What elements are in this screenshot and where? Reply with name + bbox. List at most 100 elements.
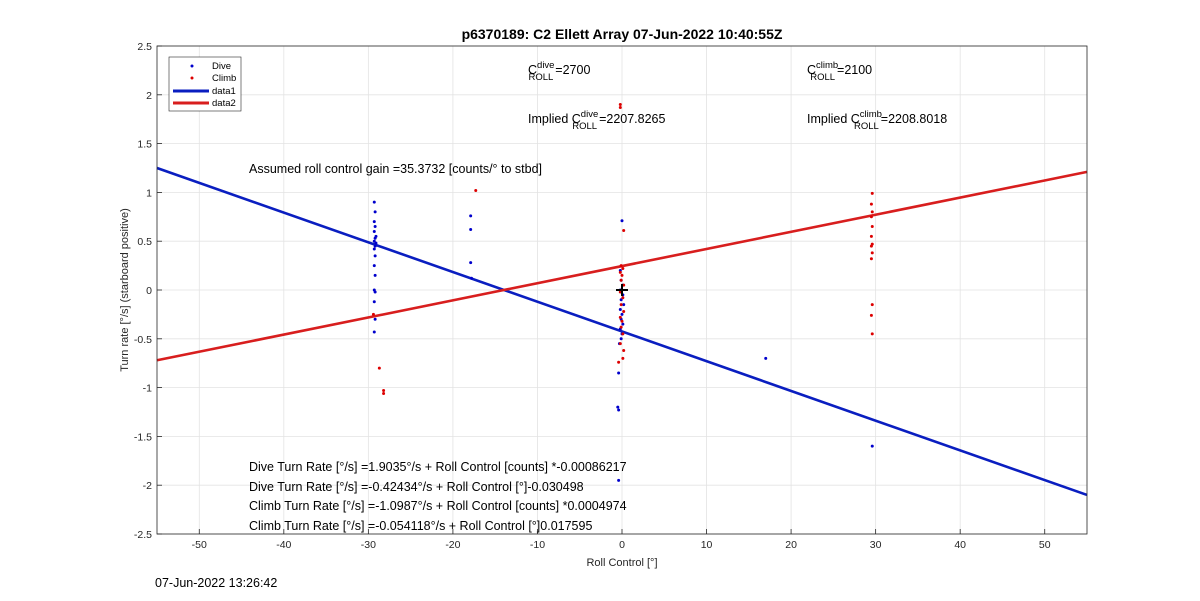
point-climb [621, 356, 625, 360]
legend-marker-dive [190, 64, 194, 68]
point-dive [617, 478, 621, 482]
x-tick-label: -30 [361, 539, 376, 551]
point-climb [621, 332, 625, 336]
point-climb [621, 267, 625, 271]
implied-climb-annotation: Implied Cclimb ROLL=2208.8018 [807, 109, 947, 132]
fit-equation-2: Dive Turn Rate [°/s] =-0.42434°/s + Roll… [249, 480, 584, 494]
point-dive [374, 241, 378, 245]
point-dive [469, 214, 473, 218]
point-climb [622, 309, 626, 313]
data-points [371, 103, 874, 482]
point-dive [373, 244, 377, 248]
implied-dive-annotation: Implied Cdive ROLL=2207.8265 [528, 109, 665, 132]
point-dive [618, 308, 622, 312]
x-tick-label: -40 [276, 539, 291, 551]
legend-label-data1: data1 [212, 86, 236, 97]
point-climb [869, 313, 873, 317]
assumed-gain-annotation: Assumed roll control gain =35.3732 [coun… [249, 162, 542, 176]
legend-label-data2: data2 [212, 98, 236, 109]
point-climb [620, 319, 624, 323]
y-tick-label: 2 [146, 90, 152, 102]
point-dive [372, 200, 376, 204]
c-dive-value: =2700 [555, 63, 590, 77]
point-climb [377, 366, 381, 370]
y-tick-label: 0.5 [137, 236, 152, 248]
plus-marker [616, 284, 628, 296]
legend-marker-climb [190, 76, 194, 80]
point-climb [622, 228, 626, 232]
implied-climb-prefix: Implied C [807, 112, 860, 126]
c-dive-sup: dive [537, 60, 554, 71]
implied-climb-value: =2208.8018 [881, 112, 947, 126]
c-dive-prefix: C [528, 63, 537, 77]
y-tick-label: 1.5 [137, 139, 152, 151]
point-climb [622, 349, 626, 353]
point-dive [622, 303, 626, 307]
point-climb [382, 389, 386, 393]
point-climb [617, 360, 621, 364]
x-tick-label: 50 [1039, 539, 1051, 551]
x-tick-label: 20 [785, 539, 797, 551]
implied-dive-prefix: Implied C [528, 112, 581, 126]
point-climb [870, 303, 874, 307]
point-climb [618, 342, 622, 346]
implied-climb-sup: climb [860, 109, 882, 120]
y-axis-label: Turn rate [°/s] (starboard positive) [119, 208, 131, 372]
point-climb [371, 312, 375, 316]
point-climb [619, 303, 623, 307]
x-tick-label: -10 [530, 539, 545, 551]
x-axis-label: Roll Control [°] [586, 557, 657, 569]
point-climb [621, 296, 625, 300]
x-tick-label: 0 [619, 539, 625, 551]
point-climb [619, 325, 623, 329]
point-dive [620, 219, 624, 223]
point-dive [870, 444, 874, 448]
point-dive [372, 264, 376, 268]
fit-equation-3: Climb Turn Rate [°/s] =-1.0987°/s + Roll… [249, 499, 627, 513]
y-tick-label: 2.5 [137, 41, 152, 53]
legend-label-dive: Dive [212, 61, 231, 72]
y-tick-label: -2.5 [134, 529, 152, 541]
point-dive [373, 317, 377, 321]
point-dive [470, 276, 474, 280]
point-climb [618, 270, 622, 274]
y-tick-label: -1.5 [134, 431, 152, 443]
c-dive-annotation: Cdive ROLL=2700 [528, 60, 590, 83]
point-climb [870, 191, 874, 195]
x-tick-label: -50 [192, 539, 207, 551]
point-dive [372, 239, 376, 243]
legend: Dive Climb data1 data2 [168, 56, 242, 112]
point-climb [619, 264, 623, 268]
point-climb [869, 244, 873, 248]
c-climb-prefix: C [807, 63, 816, 77]
x-tick-label: -20 [445, 539, 460, 551]
point-climb [474, 188, 478, 192]
point-climb [869, 257, 873, 261]
fit-equation-4: Climb Turn Rate [°/s] =-0.054118°/s + Ro… [249, 519, 592, 533]
y-tick-label: -1 [143, 383, 152, 395]
point-dive [372, 300, 376, 304]
point-climb [382, 391, 386, 395]
point-dive [372, 220, 376, 224]
point-climb [870, 332, 874, 336]
point-dive [373, 273, 377, 277]
point-dive [617, 371, 621, 375]
point-climb [619, 278, 623, 282]
fit-line-data1 [156, 166, 1088, 497]
point-dive [469, 261, 473, 265]
implied-climb-sub: ROLL [854, 121, 879, 132]
point-dive [620, 312, 624, 316]
point-dive [616, 405, 620, 409]
point-climb [869, 202, 873, 206]
point-climb [618, 103, 622, 107]
axes-box [156, 45, 1088, 535]
point-climb [869, 234, 873, 238]
point-dive [372, 247, 376, 251]
fit-equation-1: Dive Turn Rate [°/s] =1.9035°/s + Roll C… [249, 460, 627, 474]
point-dive [621, 322, 625, 326]
y-tick-label: -2 [143, 480, 152, 492]
point-climb [620, 273, 624, 277]
c-climb-sub: ROLL [810, 72, 835, 83]
y-tick-label: -0.5 [134, 334, 152, 346]
implied-dive-value: =2207.8265 [599, 112, 665, 126]
